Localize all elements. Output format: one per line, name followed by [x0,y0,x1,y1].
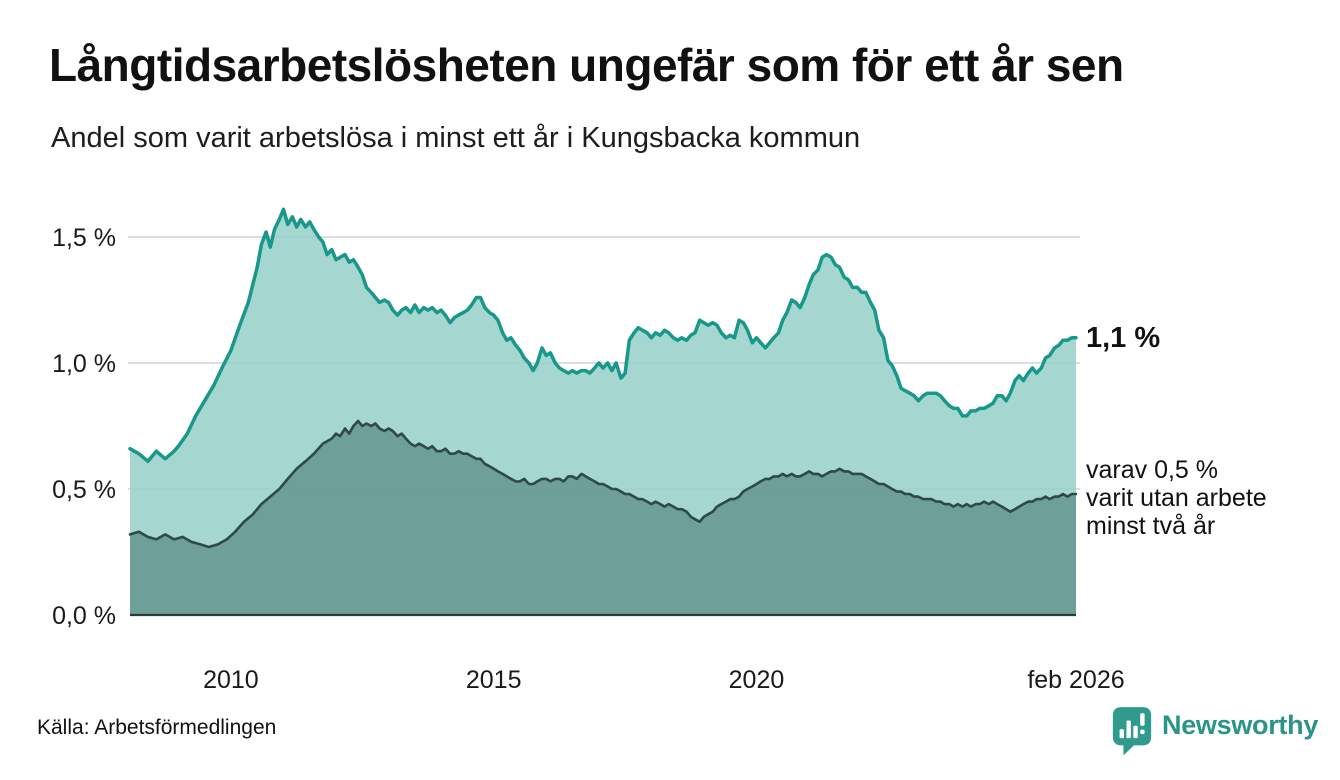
newsworthy-logo: Newsworthy [1110,704,1318,758]
latest-value-label: 1,1 % [1086,322,1161,354]
y-tick-label: 1,0 % [52,350,116,378]
x-tick-label: 2015 [466,666,522,694]
chart-subtitle: Andel som varit arbetslösa i minst ett å… [51,122,861,154]
x-tick-label: feb 2026 [1027,666,1124,694]
newsworthy-logo-icon [1112,707,1152,756]
page-title: Långtidsarbetslösheten ungefär som för e… [49,39,1124,91]
newsworthy-logo-text: Newsworthy [1162,710,1319,740]
y-tick-label: 1,5 % [52,224,116,252]
y-tick-label: 0,5 % [52,476,116,504]
y-tick-label: 0,0 % [52,602,116,630]
x-tick-label: 2020 [729,666,785,694]
source-attribution: Källa: Arbetsförmedlingen [37,716,277,739]
x-tick-label: 2010 [203,666,259,694]
secondary-series-note: varav 0,5 % varit utan arbete minst två … [1086,456,1267,540]
series-line-2 [128,419,1078,549]
series-line-1 [128,207,1078,464]
